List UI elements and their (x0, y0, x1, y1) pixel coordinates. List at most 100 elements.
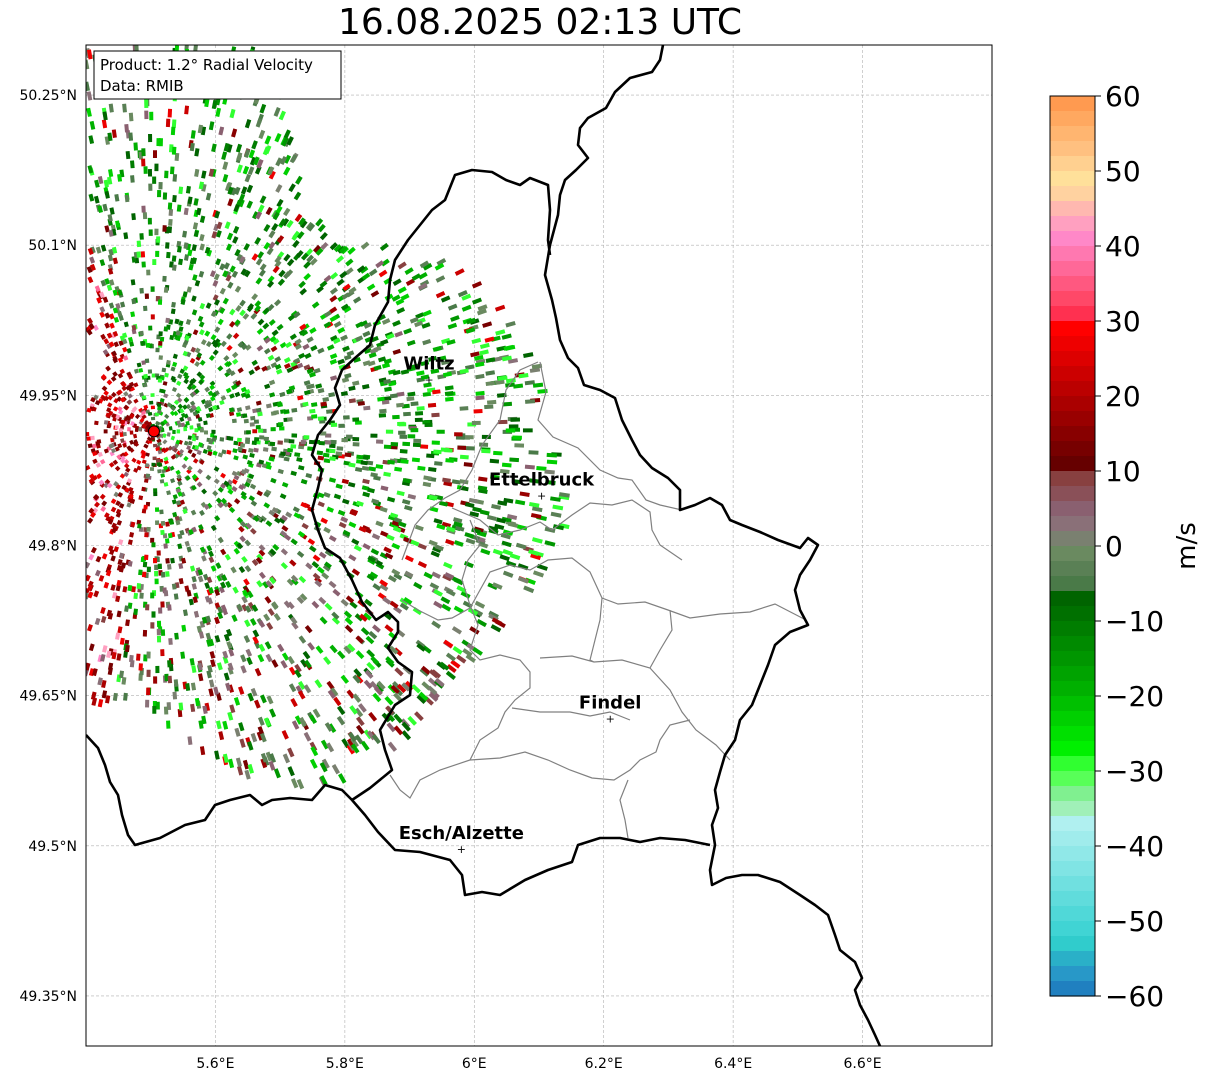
colorbar-band (1050, 396, 1095, 412)
map-frame (85, 44, 993, 1047)
canton-boundaries (389, 361, 807, 839)
radar-site-icon (147, 425, 160, 438)
colorbar-band (1050, 351, 1095, 367)
lat-tick-label: 50.25°N (19, 88, 77, 104)
city-marker-icon: + (606, 713, 615, 726)
lon-tick-label: 6°E (462, 1056, 487, 1072)
colorbar-tick-label: −10 (1105, 605, 1164, 638)
info-box: Product: 1.2° Radial Velocity Data: RMIB (93, 50, 342, 100)
colorbar-band (1050, 876, 1095, 892)
colorbar-band (1050, 201, 1095, 217)
colorbar-band (1050, 576, 1095, 592)
lat-tick-label: 49.35°N (19, 989, 77, 1005)
colorbar-band (1050, 426, 1095, 442)
colorbar-band (1050, 126, 1095, 142)
colorbar-band (1050, 276, 1095, 292)
city-marker-icon: + (424, 373, 433, 386)
colorbar-band (1050, 861, 1095, 877)
colorbar-band (1050, 516, 1095, 532)
colorbar-band (1050, 591, 1095, 607)
lat-tick-label: 49.65°N (19, 689, 77, 705)
lon-tick-label: 6.2°E (585, 1056, 623, 1072)
colorbar-ticks: 60 50 40 30 20 10 0 −10 −20 −30 −40 −50 −60 (1095, 80, 1164, 1013)
colorbar-band (1050, 906, 1095, 922)
colorbar-band (1050, 501, 1095, 517)
lon-tick-label: 5.6°E (196, 1056, 234, 1072)
lon-tick-label: 6.6°E (844, 1056, 882, 1072)
colorbar-tick-label: 60 (1105, 80, 1141, 113)
colorbar-band (1050, 291, 1095, 307)
info-product: Product: 1.2° Radial Velocity (100, 56, 313, 74)
colorbar-band (1050, 621, 1095, 637)
colorbar-band (1050, 936, 1095, 952)
colorbar-band (1050, 981, 1095, 997)
colorbar-band (1050, 606, 1095, 622)
colorbar-band (1050, 546, 1095, 562)
colorbar-band (1050, 921, 1095, 937)
country-borders (86, 45, 882, 1046)
colorbar-label: m/s (1172, 522, 1202, 570)
colorbar-band (1050, 456, 1095, 472)
colorbar-band (1050, 651, 1095, 667)
colorbar-tick-label: 0 (1105, 530, 1123, 563)
city-markers: +Wiltz+Ettelbruck+Findel+Esch/Alzette (399, 353, 642, 855)
colorbar-band (1050, 246, 1095, 262)
colorbar-band (1050, 696, 1095, 712)
colorbar-tick-label: −20 (1105, 680, 1164, 713)
colorbar-band (1050, 786, 1095, 802)
colorbar-bands (1050, 96, 1095, 997)
lon-tick-label: 5.8°E (326, 1056, 364, 1072)
colorbar-band (1050, 561, 1095, 577)
colorbar-band (1050, 231, 1095, 247)
city-label: Findel (579, 693, 642, 714)
city-label: Ettelbruck (489, 469, 595, 490)
colorbar-band (1050, 471, 1095, 487)
lat-tick-label: 49.5°N (28, 839, 77, 855)
colorbar-tick-label: 30 (1105, 305, 1141, 338)
colorbar-band (1050, 831, 1095, 847)
colorbar-band (1050, 411, 1095, 427)
colorbar-band (1050, 711, 1095, 727)
colorbar-band (1050, 486, 1095, 502)
colorbar-band (1050, 756, 1095, 772)
colorbar-tick-label: 40 (1105, 230, 1141, 263)
latitude-ticks: 50.25°N 50.1°N 49.95°N 49.8°N 49.65°N 49.5°N 4… (19, 88, 77, 1005)
colorbar-tick-label: 50 (1105, 155, 1141, 188)
colorbar-band (1050, 261, 1095, 277)
colorbar-band (1050, 891, 1095, 907)
colorbar-band (1050, 636, 1095, 652)
colorbar-band (1050, 441, 1095, 457)
colorbar-tick-label: −60 (1105, 980, 1164, 1013)
info-data-source: Data: RMIB (100, 77, 184, 95)
colorbar-tick-label: −50 (1105, 905, 1164, 938)
lon-tick-label: 6.4°E (714, 1056, 752, 1072)
colorbar-band (1050, 216, 1095, 232)
colorbar-band (1050, 366, 1095, 382)
colorbar-band (1050, 156, 1095, 172)
city-marker-icon: + (537, 489, 546, 502)
colorbar-tick-label: −30 (1105, 755, 1164, 788)
city-label: Esch/Alzette (399, 823, 524, 844)
colorbar-band (1050, 681, 1095, 697)
colorbar-band (1050, 171, 1095, 187)
colorbar-band (1050, 381, 1095, 397)
colorbar-band (1050, 966, 1095, 982)
colorbar-tick-label: 20 (1105, 380, 1141, 413)
colorbar-tick-label: −40 (1105, 830, 1164, 863)
colorbar-band (1050, 801, 1095, 817)
colorbar-band (1050, 741, 1095, 757)
colorbar-band (1050, 96, 1095, 112)
lat-tick-label: 49.8°N (28, 539, 77, 555)
radar-site-marker (147, 425, 160, 438)
colorbar-band (1050, 531, 1095, 547)
map-title: 16.08.2025 02:13 UTC (337, 2, 743, 43)
colorbar-band (1050, 666, 1095, 682)
colorbar-band (1050, 186, 1095, 202)
colorbar-tick-label: 10 (1105, 455, 1141, 488)
city-marker-icon: + (457, 843, 466, 856)
colorbar-band (1050, 111, 1095, 127)
borders (86, 45, 882, 1046)
colorbar-band (1050, 846, 1095, 862)
